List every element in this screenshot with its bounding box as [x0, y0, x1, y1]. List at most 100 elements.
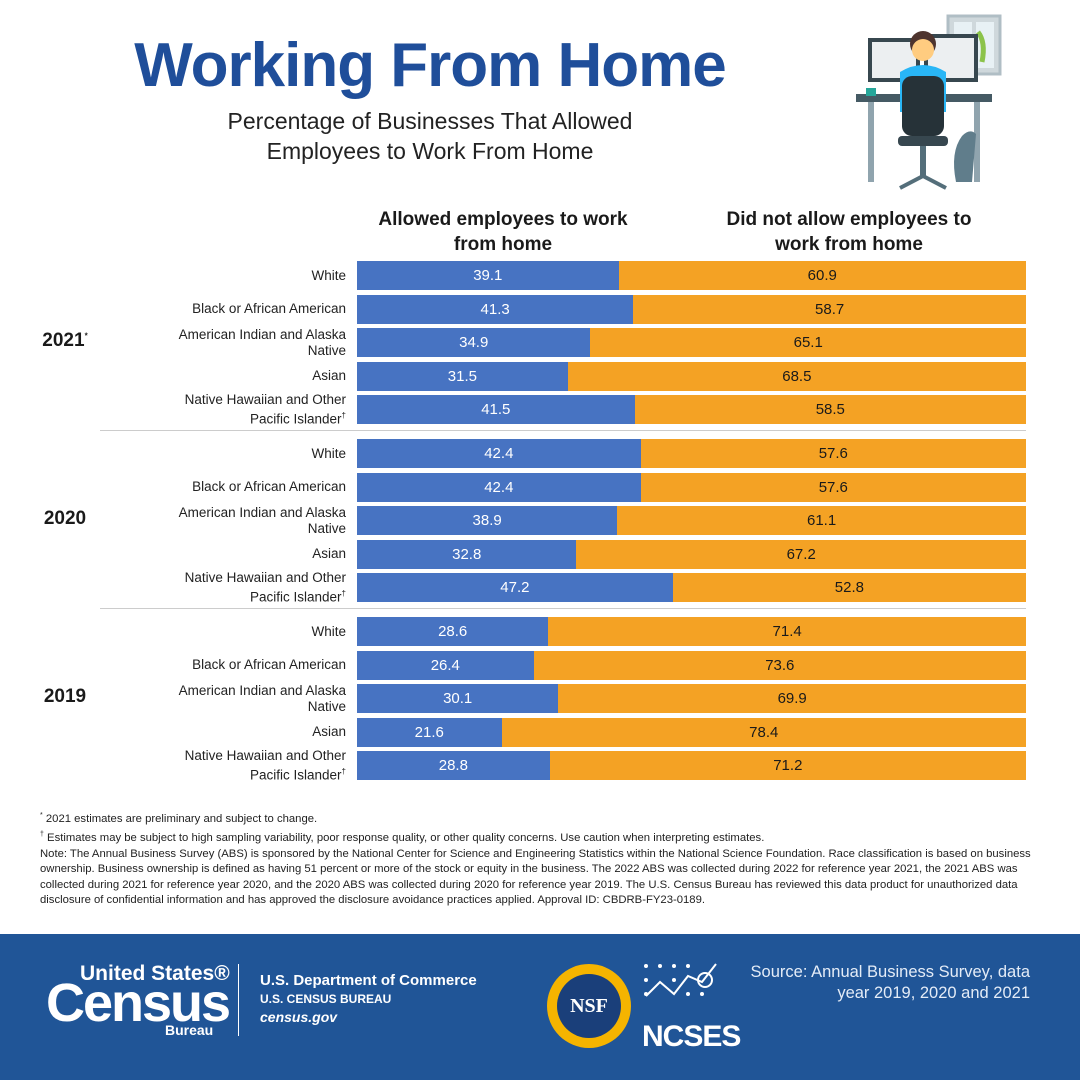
bar	[617, 506, 1026, 536]
year-text: 2019	[43, 686, 87, 708]
value-label: 42.4	[484, 445, 514, 462]
bar	[640, 439, 1026, 468]
bar	[558, 684, 1026, 714]
category-text-wrap: Asian	[312, 546, 346, 562]
category-text: Asian	[312, 368, 346, 384]
category-text-wrap: Asian	[312, 368, 346, 384]
bar	[357, 261, 619, 290]
census-bottom: Bureau	[165, 1022, 214, 1038]
bar	[533, 650, 1026, 680]
series-header: Did not allow employees to work from hom…	[726, 209, 972, 255]
value-label: 41.5	[481, 401, 511, 419]
note-marker: *	[40, 812, 43, 819]
bar	[357, 361, 568, 391]
notes: * 2021 estimates are preliminary and sub…	[40, 808, 1040, 909]
category-label: Black or African American	[156, 473, 346, 502]
value-label: 52.8	[834, 579, 864, 597]
bar	[357, 294, 634, 324]
bar	[549, 751, 1026, 781]
value-label: 65.1	[793, 334, 823, 352]
website: census.gov	[260, 1009, 338, 1025]
category-label: Black or African American	[156, 295, 346, 324]
category-text: Black or African American	[192, 479, 346, 495]
census-main: Census	[46, 973, 231, 1033]
category-text-wrap: American Indian and Alaska Native	[156, 683, 346, 715]
value-label: 21.6	[414, 723, 444, 741]
value-label: 73.6	[765, 656, 795, 674]
value-label: 58.5	[815, 401, 845, 419]
value-label: 39.1	[473, 267, 503, 284]
category-text-wrap: Black or African American	[192, 479, 346, 495]
bar	[633, 294, 1026, 324]
bar	[357, 539, 577, 569]
footer: United States® Census Bureau U.S. Depart…	[0, 934, 1080, 1080]
subtitle: Percentage of Businesses That Allowed Em…	[227, 108, 633, 164]
value-label: 26.4	[430, 656, 460, 674]
category-label: Native Hawaiian and Other Pacific Island…	[156, 392, 346, 427]
separator	[100, 430, 1026, 431]
value-label: 78.4	[749, 723, 779, 741]
category-text: American Indian and Alaska Native	[178, 504, 346, 536]
category-text: White	[311, 267, 346, 283]
value-label: 60.9	[807, 267, 837, 284]
value-label: 31.5	[447, 367, 477, 385]
category-text: White	[311, 623, 346, 639]
category-text-wrap: Asian	[312, 724, 346, 740]
category-label: American Indian and Alaska Native	[156, 326, 346, 358]
separator	[100, 608, 1026, 609]
category-label: White	[156, 261, 346, 290]
category-text: Black or African American	[192, 657, 346, 673]
bar	[357, 684, 559, 714]
bar	[640, 472, 1026, 502]
note-text: 2021 estimates are preliminary and subje…	[45, 812, 318, 825]
bureau: U.S. CENSUS BUREAU	[260, 992, 392, 1006]
year-text: 2021	[42, 330, 85, 352]
title: Working From Home	[134, 31, 727, 100]
bar	[567, 361, 1026, 391]
category-text: American Indian and Alaska Native	[178, 326, 346, 358]
value-label: 28.8	[438, 757, 468, 775]
ncses-icon	[644, 963, 717, 997]
department: U.S. Department of Commerce	[260, 972, 477, 989]
bar	[357, 617, 549, 646]
value-label: 38.9	[472, 512, 502, 530]
category-text-wrap: Native Hawaiian and Other Pacific Island…	[156, 570, 346, 606]
nsf-logo: NSF	[547, 964, 631, 1048]
nsf-text: NSF	[570, 995, 608, 1017]
value-label: 69.9	[777, 690, 807, 708]
category-label: American Indian and Alaska Native	[156, 504, 346, 536]
bar	[357, 506, 618, 536]
category-text-wrap: Native Hawaiian and Other Pacific Island…	[156, 748, 346, 784]
category-label: White	[156, 617, 346, 646]
category-text: Asian	[312, 546, 346, 562]
bar	[672, 573, 1026, 603]
bar	[634, 395, 1026, 425]
category-label: Asian	[156, 362, 346, 391]
bar	[357, 650, 534, 680]
value-label: 58.7	[815, 300, 845, 318]
bar	[501, 717, 1026, 747]
value-label: 28.6	[438, 623, 468, 640]
bar	[576, 539, 1026, 569]
value-label: 57.6	[818, 445, 848, 462]
year-text: 2020	[43, 508, 87, 530]
category-text: White	[311, 445, 346, 461]
note-text: Estimates may be subject to high samplin…	[47, 832, 765, 845]
category-marker: †	[341, 411, 346, 421]
category-marker: †	[341, 767, 346, 777]
bar	[357, 751, 550, 781]
category-label: White	[156, 439, 346, 468]
category-label: Native Hawaiian and Other Pacific Island…	[156, 748, 346, 783]
category-text: Black or African American	[192, 301, 346, 317]
year-label: 2020	[30, 508, 100, 530]
value-label: 57.6	[818, 478, 848, 496]
category-text-wrap: White	[311, 268, 346, 284]
note: Note: The Annual Business Survey (ABS) i…	[40, 847, 1040, 909]
category-label: American Indian and Alaska Native	[156, 683, 346, 715]
bar	[618, 261, 1026, 290]
category-label: Native Hawaiian and Other Pacific Island…	[156, 570, 346, 605]
year-label: 2019	[30, 686, 100, 708]
category-text: Native Hawaiian and Other Pacific Island…	[184, 748, 346, 783]
note: * 2021 estimates are preliminary and sub…	[40, 808, 1040, 827]
